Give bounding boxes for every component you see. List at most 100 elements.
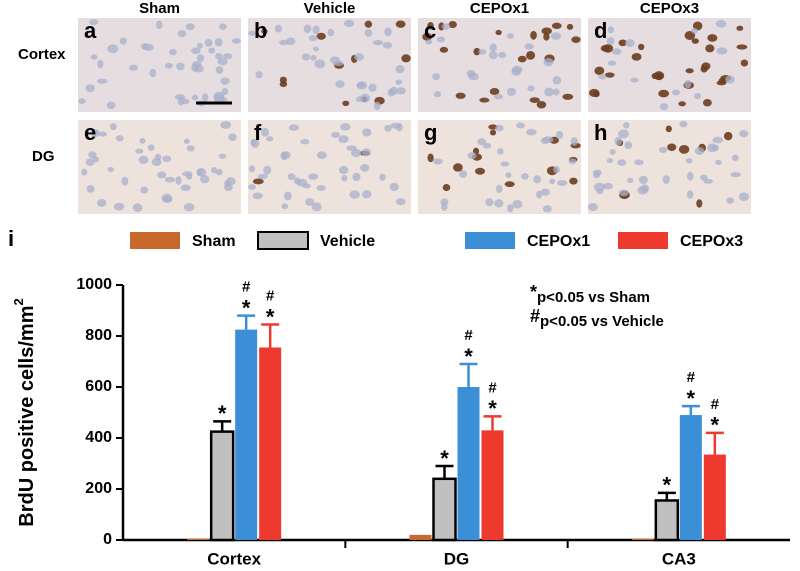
- nucleus: [389, 182, 399, 192]
- nucleus: [280, 151, 291, 160]
- nucleus: [395, 79, 403, 85]
- nucleus: [458, 170, 468, 178]
- nucleus: [738, 192, 750, 202]
- nucleus: [715, 19, 727, 28]
- bar: [481, 430, 504, 540]
- nucleus: [251, 138, 260, 148]
- significance-mark: #: [488, 379, 497, 396]
- nucleus: [725, 75, 735, 84]
- nucleus: [427, 22, 434, 30]
- nucleus: [287, 173, 296, 181]
- nucleus: [651, 72, 658, 80]
- legend-label: CEPOx1: [527, 233, 590, 250]
- nucleus: [384, 124, 392, 132]
- bar: [409, 534, 432, 540]
- nucleus: [684, 79, 692, 89]
- nucleus: [678, 144, 690, 154]
- nucleus: [441, 202, 448, 212]
- y-tick-label: 0: [103, 531, 112, 548]
- significance-mark: *: [464, 344, 473, 369]
- nucleus: [489, 129, 497, 136]
- nucleus: [215, 52, 223, 60]
- nucleus: [540, 188, 551, 196]
- nucleus: [556, 180, 568, 186]
- bar: [187, 538, 210, 540]
- nucleus: [467, 152, 477, 160]
- nucleus: [442, 183, 451, 192]
- nucleus: [86, 184, 95, 193]
- nucleus: [453, 163, 463, 172]
- nucleus: [310, 54, 317, 61]
- legend-label: Sham: [192, 233, 236, 250]
- nucleus: [614, 136, 622, 146]
- nucleus: [544, 87, 554, 97]
- nucleus: [89, 19, 99, 26]
- nucleus: [248, 165, 256, 173]
- bar: [235, 329, 258, 540]
- nucleus: [201, 93, 209, 102]
- nucleus: [379, 173, 386, 181]
- nucleus: [658, 89, 670, 98]
- nucleus: [140, 186, 149, 194]
- panel-letter: e: [84, 120, 96, 145]
- nucleus: [511, 67, 522, 76]
- nucleus: [364, 29, 373, 37]
- significance-mark: #: [711, 396, 720, 413]
- nucleus: [662, 175, 670, 184]
- nucleus: [685, 158, 693, 164]
- nucleus: [106, 101, 116, 110]
- nucleus: [312, 25, 320, 35]
- micrograph: [588, 120, 751, 214]
- nucleus: [626, 177, 634, 184]
- nucleus: [611, 48, 622, 55]
- column-header: Sham: [139, 0, 180, 17]
- nucleus: [257, 173, 268, 180]
- nucleus: [401, 54, 411, 63]
- nucleus: [196, 168, 207, 177]
- nucleus: [694, 147, 705, 155]
- y-tick-label: 800: [85, 327, 112, 344]
- nucleus: [607, 60, 617, 66]
- nucleus: [425, 39, 433, 45]
- nucleus: [618, 189, 629, 197]
- nucleus: [618, 39, 627, 47]
- nucleus: [667, 143, 677, 152]
- nucleus: [395, 65, 405, 74]
- nucleus: [736, 25, 744, 31]
- nucleus: [215, 66, 224, 74]
- nucleus: [90, 54, 98, 60]
- x-tick-label: DG: [444, 549, 470, 568]
- nucleus: [382, 41, 393, 49]
- nucleus: [183, 138, 190, 144]
- nucleus: [506, 87, 517, 97]
- nucleus: [707, 143, 718, 153]
- nucleus: [85, 158, 95, 166]
- nucleus: [529, 97, 540, 103]
- nucleus: [569, 177, 578, 185]
- nucleus: [566, 23, 574, 30]
- nucleus: [555, 130, 564, 140]
- nucleus: [495, 184, 503, 193]
- nucleus: [81, 168, 88, 176]
- y-tick-label: 400: [85, 429, 112, 446]
- nucleus: [618, 129, 629, 139]
- nucleus: [281, 203, 288, 210]
- nucleus: [740, 59, 749, 67]
- nucleus: [341, 174, 348, 182]
- nucleus: [705, 44, 715, 53]
- nucleus: [665, 125, 672, 133]
- micrograph: [248, 120, 411, 214]
- nucleus: [252, 192, 263, 200]
- nucleus: [344, 19, 355, 28]
- nucleus: [500, 161, 510, 167]
- nucleus: [261, 127, 270, 137]
- nucleus: [592, 169, 602, 176]
- nucleus: [659, 103, 669, 111]
- nucleus: [571, 36, 581, 44]
- nucleus: [730, 172, 741, 178]
- panel-letter: d: [594, 18, 607, 43]
- nucleus: [342, 100, 350, 107]
- nucleus: [311, 202, 322, 212]
- nucleus: [731, 154, 739, 162]
- nucleus: [623, 122, 630, 129]
